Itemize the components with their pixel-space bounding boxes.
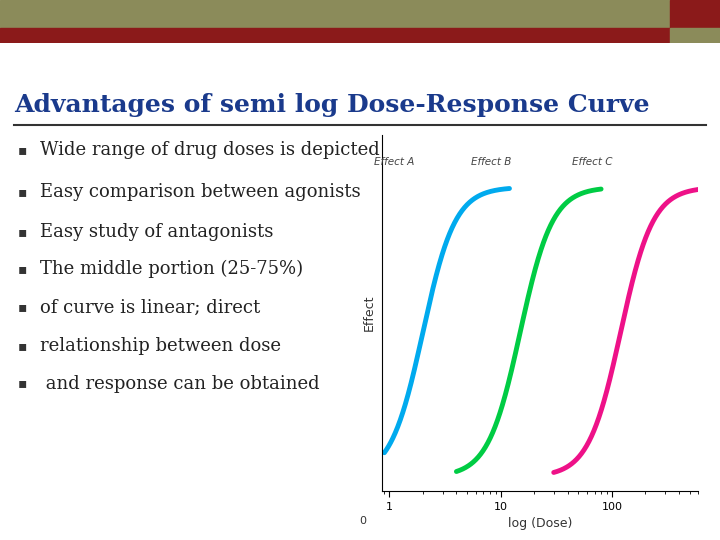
Text: ▪: ▪ (18, 376, 27, 390)
Text: Easy study of antagonists: Easy study of antagonists (40, 223, 273, 241)
Text: 0: 0 (359, 516, 366, 526)
Text: Effect C: Effect C (572, 157, 612, 167)
Bar (670, 28, 720, 43)
Bar (0, 0, 670, 28)
Text: ▪: ▪ (18, 339, 27, 353)
Text: Easy comparison between agonists: Easy comparison between agonists (40, 183, 360, 201)
Text: Effect A: Effect A (374, 157, 414, 167)
Text: The middle portion (25-75%): The middle portion (25-75%) (40, 260, 302, 278)
Text: ▪: ▪ (18, 185, 27, 199)
Text: Effect B: Effect B (471, 157, 511, 167)
X-axis label: log (Dose): log (Dose) (508, 517, 572, 530)
Text: ▪: ▪ (18, 300, 27, 314)
Text: Advantages of semi log Dose-Response Curve: Advantages of semi log Dose-Response Cur… (14, 93, 650, 117)
Text: ▪: ▪ (18, 262, 27, 276)
Text: ▪: ▪ (18, 143, 27, 157)
Y-axis label: Effect: Effect (363, 295, 376, 332)
Text: of curve is linear; direct: of curve is linear; direct (40, 299, 260, 316)
Text: Wide range of drug doses is depicted: Wide range of drug doses is depicted (40, 141, 379, 159)
Text: relationship between dose: relationship between dose (40, 338, 281, 355)
Text: and response can be obtained: and response can be obtained (40, 375, 319, 393)
Bar (670, 0, 720, 28)
Bar (0, 28, 670, 43)
Text: ▪: ▪ (18, 225, 27, 239)
